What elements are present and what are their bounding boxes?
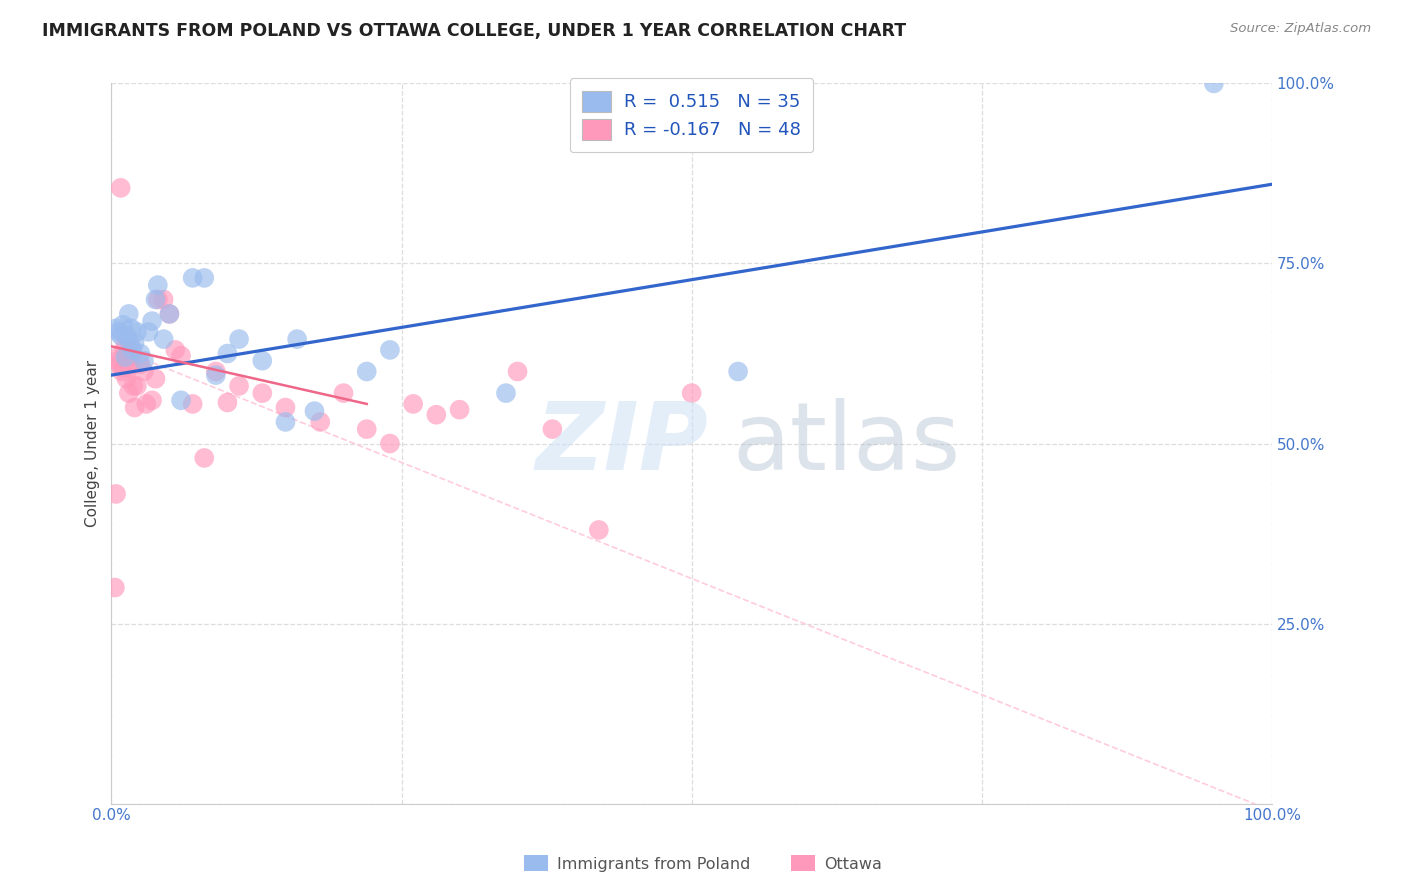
Point (356, 422, 378, 436)
Point (146, 293, 169, 307)
Point (135, 397, 157, 411)
Point (110, 181, 132, 195)
Point (121, 343, 143, 357)
Point (506, 364, 529, 378)
Point (217, 346, 239, 360)
Point (129, 357, 152, 371)
Point (159, 307, 181, 321)
Point (378, 436, 401, 450)
Point (356, 364, 378, 378)
Point (118, 335, 141, 350)
Point (159, 307, 181, 321)
Point (105, 487, 128, 501)
Point (193, 271, 215, 285)
Point (115, 328, 138, 343)
Point (152, 332, 174, 346)
Point (332, 386, 354, 401)
Point (122, 379, 145, 393)
Point (274, 415, 297, 429)
Point (378, 343, 401, 357)
Point (124, 335, 146, 350)
Point (541, 422, 564, 436)
Point (129, 346, 152, 360)
Point (309, 415, 332, 429)
Point (1202, 77, 1225, 91)
Legend: R =  0.515   N = 35, R = -0.167   N = 48: R = 0.515 N = 35, R = -0.167 N = 48 (569, 78, 814, 153)
Point (170, 393, 193, 408)
Point (114, 350, 136, 364)
Point (170, 349, 193, 363)
Point (108, 357, 131, 371)
Point (125, 325, 148, 339)
Point (205, 364, 228, 378)
Point (114, 335, 136, 350)
Point (111, 364, 134, 378)
Point (285, 332, 308, 346)
Point (138, 325, 160, 339)
Point (118, 307, 141, 321)
Point (111, 318, 134, 332)
Point (120, 357, 142, 371)
Point (111, 360, 134, 375)
Point (115, 372, 138, 386)
Point (141, 314, 163, 328)
Point (107, 353, 129, 368)
Y-axis label: College, Under 1 year: College, Under 1 year (86, 360, 100, 527)
Point (495, 386, 517, 401)
Point (104, 581, 127, 595)
Point (228, 379, 250, 393)
Point (252, 353, 274, 368)
Point (304, 404, 326, 418)
Point (118, 386, 141, 401)
Point (252, 386, 274, 401)
Point (425, 408, 447, 422)
Point (120, 321, 142, 335)
Point (105, 350, 128, 364)
Point (107, 325, 129, 339)
Point (165, 343, 187, 357)
Point (181, 397, 204, 411)
Point (124, 401, 146, 415)
Text: atlas: atlas (733, 398, 960, 490)
Point (121, 343, 143, 357)
Point (181, 271, 204, 285)
Point (112, 343, 135, 357)
Point (205, 368, 228, 383)
Text: IMMIGRANTS FROM POLAND VS OTTAWA COLLEGE, UNDER 1 YEAR CORRELATION CHART: IMMIGRANTS FROM POLAND VS OTTAWA COLLEGE… (42, 22, 907, 40)
Point (681, 386, 703, 401)
Point (110, 328, 132, 343)
Point (193, 450, 215, 465)
Point (152, 293, 174, 307)
Point (118, 360, 141, 375)
Text: ZIP: ZIP (536, 398, 707, 490)
Point (217, 395, 239, 409)
Point (145, 372, 167, 386)
Text: Source: ZipAtlas.com: Source: ZipAtlas.com (1230, 22, 1371, 36)
Point (125, 379, 148, 393)
Point (274, 401, 297, 415)
Point (132, 364, 155, 378)
Point (727, 364, 749, 378)
Point (117, 346, 139, 360)
Point (588, 523, 610, 537)
Point (145, 293, 167, 307)
Point (449, 402, 471, 417)
Point (146, 278, 169, 293)
Point (105, 321, 128, 335)
Point (228, 332, 250, 346)
Point (132, 353, 155, 368)
Point (402, 397, 425, 411)
Point (141, 393, 163, 408)
Point (118, 350, 141, 364)
Legend: Immigrants from Poland, Ottawa: Immigrants from Poland, Ottawa (516, 847, 890, 880)
